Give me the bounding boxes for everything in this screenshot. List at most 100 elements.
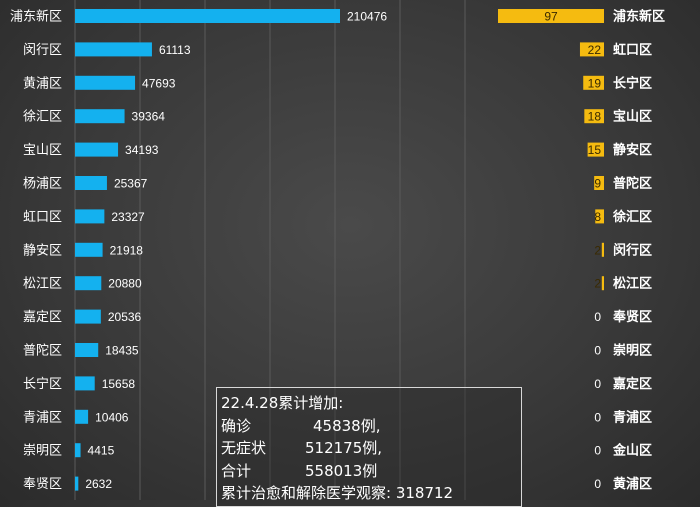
- bar: [584, 109, 604, 124]
- bar: [579, 42, 604, 57]
- category-label: 松江区: [613, 276, 652, 292]
- bar: [587, 142, 604, 157]
- bar: [75, 476, 79, 491]
- bar: [75, 75, 136, 90]
- category-label: 闵行区: [23, 43, 62, 58]
- data-label: 20880: [108, 277, 142, 291]
- category-label: 普陀区: [23, 343, 62, 359]
- data-label: 15658: [102, 377, 136, 391]
- data-label: 22: [588, 43, 602, 57]
- data-label: 47693: [142, 76, 176, 90]
- category-label: 杨浦区: [23, 177, 62, 192]
- asymptomatic-value: 512175例,: [305, 439, 383, 457]
- category-label: 宝山区: [23, 143, 62, 158]
- data-label: 97: [544, 10, 558, 24]
- total-label: 合计: [221, 461, 252, 480]
- category-label: 嘉定区: [23, 310, 62, 325]
- category-label: 闵行区: [613, 242, 652, 258]
- category-label: 崇明区: [613, 343, 652, 359]
- category-label: 青浦区: [613, 409, 652, 425]
- category-label: 嘉定区: [612, 376, 652, 392]
- summary-box: 22.4.28累计增加: 确诊 45838例, 无症状 512175例, 合计 558…: [216, 387, 522, 507]
- category-label: 静安区: [23, 243, 62, 258]
- bar: [594, 176, 604, 190]
- bar: [75, 376, 95, 391]
- category-label: 长宁区: [23, 376, 62, 392]
- bar: [75, 409, 89, 424]
- bar: [75, 343, 99, 357]
- data-label: 20536: [108, 310, 142, 324]
- data-label: 2: [594, 243, 601, 257]
- data-label: 8: [594, 210, 601, 224]
- data-label: 21918: [110, 243, 144, 257]
- bar: [583, 75, 604, 90]
- data-label: 61113: [159, 43, 191, 57]
- bar: [75, 176, 107, 190]
- grid-lines: [74, 0, 466, 500]
- data-label: 0: [594, 444, 601, 458]
- asymptomatic-label: 无症状: [221, 439, 267, 457]
- left-bar-chart: 浦东新区 210476 闵行区 61113 黄浦区 47693 徐汇区 39364 宝山区 341…: [10, 9, 387, 493]
- data-label: 34193: [125, 143, 159, 157]
- data-label: 18: [588, 110, 602, 124]
- data-label: 10406: [95, 410, 129, 424]
- category-label: 奉贤区: [23, 477, 62, 492]
- data-label: 2: [594, 277, 601, 291]
- data-label: 0: [594, 410, 601, 424]
- bar: [75, 109, 125, 124]
- category-label: 虹口区: [613, 42, 652, 58]
- bar: [75, 276, 102, 291]
- category-label: 浦东新区: [613, 9, 665, 25]
- data-label: 18435: [105, 344, 139, 358]
- data-label: 0: [594, 344, 601, 358]
- category-label: 徐汇区: [612, 209, 652, 225]
- category-label: 青浦区: [23, 410, 62, 425]
- category-label: 黄浦区: [613, 476, 652, 492]
- bar: [75, 9, 340, 23]
- data-label: 15: [588, 143, 602, 157]
- category-label: 奉贤区: [612, 309, 652, 325]
- category-label: 崇明区: [23, 444, 62, 459]
- data-label: 210476: [347, 10, 387, 24]
- category-label: 长宁区: [613, 75, 652, 91]
- category-label: 静安区: [613, 142, 652, 158]
- summary-asymptomatic: 无症状 512175例,: [221, 437, 521, 460]
- category-label: 徐汇区: [23, 110, 62, 125]
- summary-recovered: 累计治愈和解除医学观察: 318712: [221, 484, 454, 502]
- data-label: 2632: [85, 477, 112, 491]
- category-label: 浦东新区: [10, 9, 62, 25]
- summary-title: 22.4.28累计增加:: [221, 394, 344, 412]
- data-label: 25367: [114, 177, 148, 191]
- bar: [75, 443, 81, 458]
- bar: [75, 242, 103, 257]
- category-label: 宝山区: [613, 109, 652, 125]
- summary-confirmed: 确诊 45838例,: [221, 415, 521, 438]
- category-label: 虹口区: [23, 210, 62, 225]
- bar: [75, 309, 101, 324]
- bar: [595, 209, 604, 224]
- bar: [75, 42, 152, 57]
- category-label: 普陀区: [613, 176, 652, 192]
- bar: [601, 276, 604, 291]
- category-label: 松江区: [23, 277, 62, 292]
- confirmed-value: 45838例,: [313, 416, 381, 435]
- bar: [75, 209, 105, 224]
- data-label: 0: [594, 477, 601, 491]
- data-label: 0: [594, 310, 601, 324]
- data-label: 23327: [111, 210, 145, 224]
- category-label: 黄浦区: [23, 76, 62, 91]
- bar: [498, 9, 604, 23]
- data-label: 9: [594, 177, 601, 191]
- category-label: 金山区: [612, 443, 652, 459]
- data-label: 39364: [132, 110, 166, 124]
- bar: [601, 242, 604, 257]
- confirmed-label: 确诊: [221, 416, 252, 435]
- bar: [75, 142, 119, 157]
- data-label: 19: [588, 76, 602, 90]
- data-label: 4415: [88, 444, 115, 458]
- data-label: 0: [594, 377, 601, 391]
- total-value: 558013例: [305, 461, 378, 480]
- summary-total: 合计 558013例: [221, 460, 521, 483]
